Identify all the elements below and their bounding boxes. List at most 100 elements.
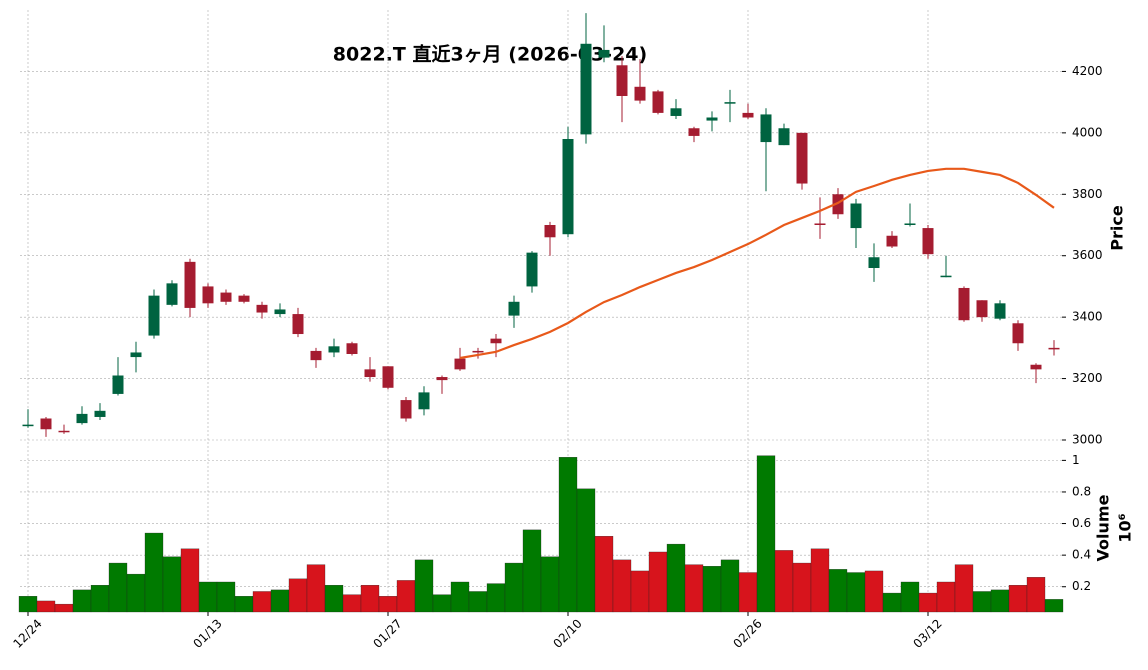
- y2-tick-label: 0.2: [1072, 579, 1091, 593]
- candle-body: [922, 228, 934, 255]
- candle-body: [580, 43, 592, 135]
- volume-bar: [810, 548, 830, 613]
- candle-body: [778, 128, 790, 146]
- candle-body: [868, 257, 880, 268]
- volume-bar: [504, 562, 524, 613]
- volume-bar: [180, 548, 200, 613]
- candle-body: [94, 410, 106, 417]
- candle-body: [526, 252, 538, 287]
- volume-bar: [900, 581, 920, 613]
- volume-bar: [864, 570, 884, 613]
- x-tick-label: 01/27: [370, 616, 404, 650]
- candle-body: [112, 375, 124, 394]
- volume-bar: [360, 584, 380, 613]
- volume-bar: [36, 600, 56, 613]
- volume-bar: [378, 596, 398, 613]
- candle-body: [454, 358, 466, 370]
- volume-bar: [198, 581, 218, 613]
- candle-body: [1030, 364, 1042, 370]
- volume-bar: [450, 581, 470, 613]
- volume-bar: [684, 564, 704, 613]
- volume-bar: [882, 592, 902, 613]
- y2-tick-label: 0.8: [1072, 484, 1091, 498]
- x-tick-label: 02/10: [550, 616, 584, 650]
- candle-body: [832, 194, 844, 215]
- candle-body: [256, 304, 268, 313]
- candle-body: [400, 400, 412, 419]
- candle-body: [994, 303, 1006, 319]
- volume-bar: [486, 583, 506, 613]
- volume-bar: [1044, 599, 1064, 613]
- volume-bar: [342, 594, 362, 613]
- candle-body: [958, 287, 970, 321]
- y-tick-label: 3000: [1072, 433, 1103, 447]
- volume-bar: [90, 584, 110, 613]
- volume-bar: [630, 570, 650, 613]
- candle-body: [904, 223, 916, 225]
- candle-body: [1048, 347, 1060, 350]
- volume-bar: [126, 573, 146, 613]
- volume-bar: [162, 556, 182, 613]
- candle-body: [886, 235, 898, 247]
- volume-bar: [828, 569, 848, 613]
- volume-bar: [792, 562, 812, 613]
- candle-body: [670, 108, 682, 116]
- volume-bar: [288, 578, 308, 613]
- y-tick-label: 3800: [1072, 187, 1103, 201]
- candle-body: [148, 295, 160, 336]
- candle-body: [364, 369, 376, 378]
- y2-tick-label: 0.6: [1072, 516, 1091, 530]
- candle-body: [184, 261, 196, 308]
- candle-body: [346, 343, 358, 354]
- candle-body: [796, 132, 808, 184]
- candle-body: [166, 283, 178, 305]
- candle-body: [940, 275, 952, 278]
- candle-body: [976, 300, 988, 318]
- volume-bar: [432, 594, 452, 613]
- candle-body: [418, 392, 430, 410]
- candle-body: [760, 114, 772, 143]
- candle-body: [616, 65, 628, 96]
- candle-body: [238, 295, 250, 302]
- volume-bar: [972, 591, 992, 613]
- volume-bar: [1008, 584, 1028, 613]
- volume-bar: [306, 564, 326, 613]
- candle-body: [742, 112, 754, 118]
- y-tick-label: 4000: [1072, 125, 1103, 139]
- volume-bar: [144, 532, 164, 613]
- volume-bar: [540, 556, 560, 613]
- volume-bar: [216, 581, 236, 613]
- volume-bar: [576, 488, 596, 613]
- candle-body: [22, 424, 34, 427]
- volume-bar: [702, 566, 722, 613]
- candle-body: [436, 377, 448, 381]
- y2-tick-label: 0.4: [1072, 548, 1091, 562]
- volume-bar: [756, 455, 776, 613]
- candle-body: [688, 128, 700, 136]
- x-tick-label: 03/12: [910, 616, 944, 650]
- volume-bar: [918, 592, 938, 613]
- candle-body: [724, 102, 736, 104]
- x-tick-label: 01/13: [190, 616, 224, 650]
- volume-bar: [666, 543, 686, 613]
- candle-body: [706, 117, 718, 121]
- volume-bar: [720, 559, 740, 613]
- x-tick-label: 12/24: [10, 616, 44, 650]
- volume-bar: [558, 457, 578, 613]
- candle-body: [814, 223, 826, 225]
- volume-bar: [1026, 577, 1046, 613]
- candle-body: [220, 292, 232, 302]
- volume-bar: [18, 596, 38, 613]
- candle-body: [544, 225, 556, 238]
- y2-exponent-label: 10⁶: [1116, 513, 1135, 542]
- candle-body: [292, 314, 304, 335]
- candle-body: [508, 301, 520, 316]
- candle-body: [652, 91, 664, 113]
- volume-bar: [324, 584, 344, 613]
- volume-bar: [936, 581, 956, 613]
- candle-body: [850, 203, 862, 229]
- volume-bar: [396, 580, 416, 613]
- volume-bar: [252, 591, 272, 613]
